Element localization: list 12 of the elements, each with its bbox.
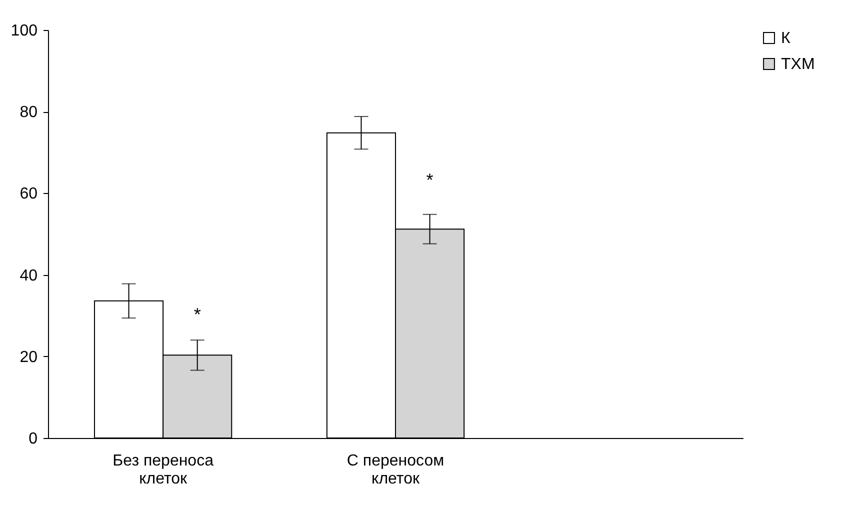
annotation: * [194,304,201,325]
annotation: * [426,170,434,190]
y-tick-label: 60 [20,186,38,203]
legend-label: ТХМ [781,56,815,73]
legend-label: К [781,30,791,47]
y-tick-label: 40 [20,267,38,284]
y-tick-label: 80 [20,104,38,122]
x-tick-label: С переносом клеток [346,452,444,488]
y-tick-label: 20 [20,348,38,366]
y-tick-label: 0 [28,430,38,448]
y-tick-label: 100 [10,22,38,40]
x-tick-label: Без переноса клеток [112,452,214,488]
